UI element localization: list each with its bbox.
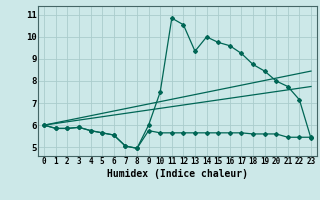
X-axis label: Humidex (Indice chaleur): Humidex (Indice chaleur) bbox=[107, 169, 248, 179]
